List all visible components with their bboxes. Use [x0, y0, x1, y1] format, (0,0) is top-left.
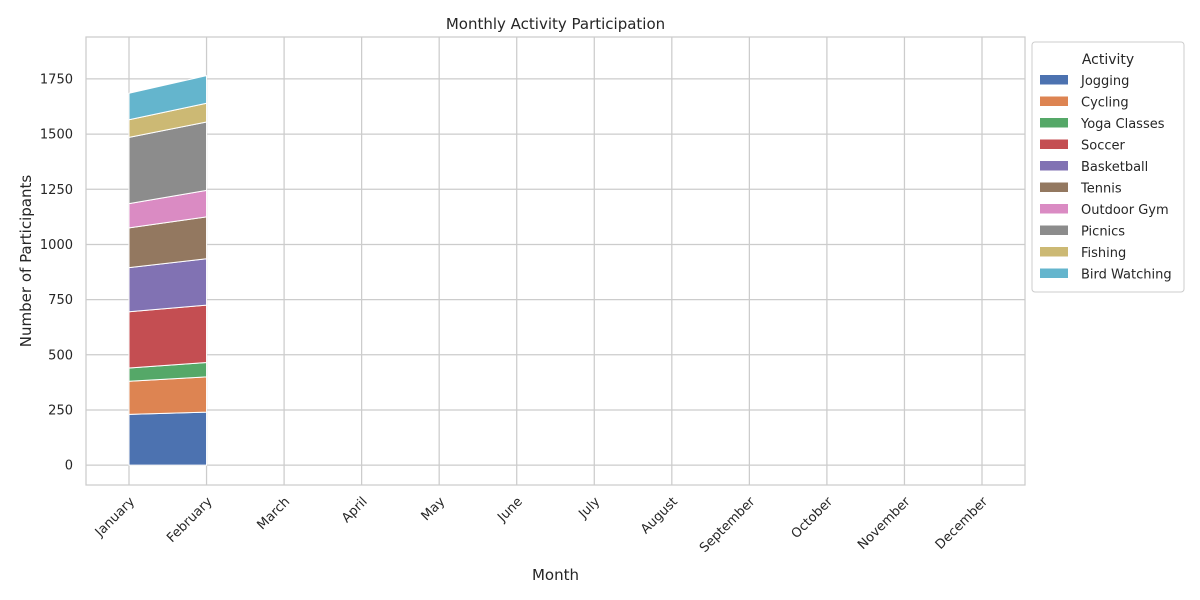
- legend-swatch: [1040, 139, 1068, 149]
- legend-swatch: [1040, 118, 1068, 128]
- legend-label: Picnics: [1081, 225, 1125, 240]
- legend-swatch: [1040, 75, 1068, 85]
- legend-swatch: [1040, 268, 1068, 278]
- y-tick-label: 500: [48, 348, 73, 363]
- area-band: [128, 411, 208, 466]
- y-tick-label: 1250: [40, 183, 73, 198]
- legend-label: Basketball: [1081, 160, 1148, 175]
- chart-title: Monthly Activity Participation: [446, 15, 665, 33]
- legend-label: Yoga Classes: [1080, 117, 1165, 132]
- legend-swatch: [1040, 161, 1068, 171]
- area-band: [128, 75, 208, 121]
- plot-area: [128, 75, 208, 466]
- legend-label: Bird Watching: [1081, 268, 1172, 283]
- legend-swatch: [1040, 204, 1068, 214]
- area-band: [128, 376, 208, 415]
- y-axis-title: Number of Participants: [17, 175, 35, 348]
- legend-label: Soccer: [1081, 139, 1125, 154]
- grid: [86, 37, 1025, 485]
- legend: Activity Jogging Cycling Yoga Classes Socce…: [1031, 41, 1185, 293]
- legend-swatch: [1040, 225, 1068, 235]
- y-tick-label: 1750: [40, 72, 73, 87]
- y-tick-label: 750: [48, 293, 73, 308]
- area-band: [128, 304, 208, 369]
- legend-label: Tennis: [1080, 182, 1122, 197]
- y-tick-label: 250: [48, 403, 73, 418]
- x-axis-title: Month: [532, 566, 579, 584]
- legend-label: Outdoor Gym: [1081, 203, 1169, 218]
- legend-label: Jogging: [1080, 74, 1129, 89]
- legend-box: [1031, 41, 1185, 293]
- y-tick-label: 1000: [40, 238, 73, 253]
- legend-swatch: [1040, 96, 1068, 106]
- legend-title: Activity: [1082, 52, 1134, 68]
- legend-label: Fishing: [1081, 246, 1126, 261]
- y-axis-ticks: 0 250 500 750 1000 1250 1500 1750: [40, 72, 73, 473]
- y-tick-label: 1500: [40, 128, 73, 143]
- y-tick-label: 0: [65, 459, 73, 474]
- legend-swatch: [1040, 247, 1068, 257]
- legend-label: Cycling: [1081, 96, 1129, 111]
- plot-frame: [85, 36, 1026, 486]
- legend-swatch: [1040, 182, 1068, 192]
